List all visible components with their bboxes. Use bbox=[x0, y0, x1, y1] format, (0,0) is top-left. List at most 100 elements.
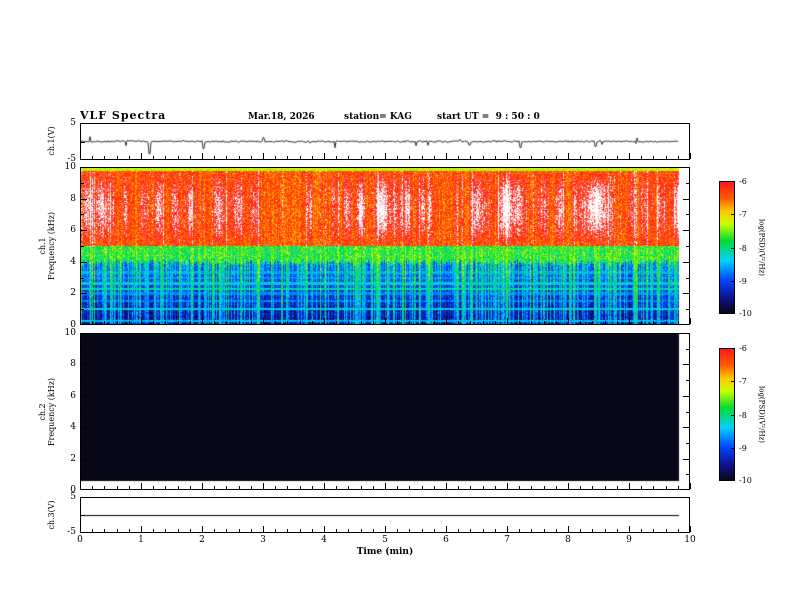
x-minor-tick bbox=[287, 529, 289, 532]
frequency-tick-label: 4 bbox=[70, 422, 76, 433]
x-major-tick bbox=[80, 318, 81, 324]
x-minor-tick bbox=[616, 529, 618, 532]
x-minor-tick bbox=[677, 529, 679, 532]
y-major-tick bbox=[81, 324, 87, 325]
x-minor-tick bbox=[604, 321, 606, 324]
x-minor-tick bbox=[165, 529, 167, 532]
y-major-tick bbox=[81, 364, 87, 366]
colorbar-tick bbox=[731, 381, 735, 383]
x-minor-tick bbox=[519, 156, 521, 159]
x-minor-tick bbox=[226, 321, 228, 324]
x-minor-tick bbox=[397, 156, 399, 159]
x-minor-tick bbox=[494, 529, 496, 532]
x-minor-tick bbox=[421, 321, 423, 324]
x-minor-tick bbox=[409, 321, 411, 324]
y-major-tick bbox=[81, 182, 84, 184]
y-major-tick bbox=[81, 380, 84, 382]
x-minor-tick bbox=[128, 529, 130, 532]
x-major-tick bbox=[507, 483, 508, 489]
y-major-tick bbox=[686, 182, 689, 184]
x-major-tick bbox=[507, 526, 508, 532]
voltage-tick-label: -5 bbox=[67, 154, 76, 164]
x-minor-tick bbox=[336, 321, 338, 324]
x-minor-tick bbox=[128, 486, 130, 489]
y-major-tick bbox=[683, 167, 689, 168]
ch1-colorbar-canvas bbox=[720, 182, 734, 313]
x-major-tick bbox=[141, 483, 142, 489]
x-minor-tick bbox=[653, 486, 655, 489]
x-minor-tick bbox=[592, 156, 594, 159]
x-minor-tick bbox=[189, 529, 191, 532]
colorbar-tick-label: -10 bbox=[739, 309, 752, 318]
x-minor-tick bbox=[226, 156, 228, 159]
x-minor-tick bbox=[677, 321, 679, 324]
x-minor-tick bbox=[458, 321, 460, 324]
x-minor-tick bbox=[421, 529, 423, 532]
colorbar-tick bbox=[731, 247, 735, 249]
x-major-tick bbox=[202, 483, 203, 489]
x-major-tick bbox=[385, 526, 386, 532]
x-minor-tick bbox=[531, 486, 533, 489]
colorbar-tick-label: -10 bbox=[739, 476, 752, 485]
x-major-tick bbox=[629, 153, 630, 159]
frequency-tick-label: 6 bbox=[70, 390, 76, 401]
x-major-tick bbox=[202, 526, 203, 532]
x-minor-tick bbox=[348, 486, 350, 489]
x-minor-tick bbox=[177, 321, 179, 324]
x-major-tick bbox=[446, 153, 447, 159]
x-minor-tick bbox=[275, 486, 277, 489]
y-major-tick bbox=[683, 395, 689, 397]
ch1-frequency-units-label: Frequency (kHz) bbox=[47, 211, 56, 281]
x-minor-tick bbox=[470, 321, 472, 324]
x-minor-tick bbox=[238, 321, 240, 324]
x-minor-tick bbox=[104, 156, 106, 159]
x-major-tick bbox=[446, 483, 447, 489]
x-minor-tick bbox=[555, 486, 557, 489]
x-minor-tick bbox=[531, 529, 533, 532]
ch2-spectrogram-panel bbox=[80, 333, 690, 490]
x-minor-tick bbox=[421, 156, 423, 159]
x-minor-tick bbox=[311, 529, 313, 532]
x-minor-tick bbox=[336, 529, 338, 532]
x-major-tick bbox=[324, 318, 325, 324]
y-major-tick bbox=[683, 364, 689, 366]
x-minor-tick bbox=[482, 486, 484, 489]
y-major-tick bbox=[81, 261, 87, 263]
y-major-tick bbox=[81, 395, 87, 397]
x-minor-tick bbox=[214, 486, 216, 489]
x-major-tick bbox=[446, 526, 447, 532]
x-major-tick bbox=[690, 483, 691, 489]
ch1-spectrogram-panel bbox=[80, 167, 690, 325]
x-minor-tick bbox=[226, 486, 228, 489]
x-tick-label: 2 bbox=[199, 535, 205, 545]
x-minor-tick bbox=[153, 156, 155, 159]
x-minor-tick bbox=[421, 486, 423, 489]
x-tick-label: 3 bbox=[260, 535, 266, 545]
x-minor-tick bbox=[177, 486, 179, 489]
x-minor-tick bbox=[116, 156, 118, 159]
x-minor-tick bbox=[177, 529, 179, 532]
x-minor-tick bbox=[677, 156, 679, 159]
x-minor-tick bbox=[311, 156, 313, 159]
x-minor-tick bbox=[92, 486, 94, 489]
x-minor-tick bbox=[580, 529, 582, 532]
x-minor-tick bbox=[592, 529, 594, 532]
x-minor-tick bbox=[604, 486, 606, 489]
ch2-spectrogram-canvas bbox=[81, 334, 689, 489]
x-minor-tick bbox=[275, 529, 277, 532]
y-major-tick bbox=[81, 214, 84, 216]
x-minor-tick bbox=[580, 321, 582, 324]
y-major-tick bbox=[81, 198, 87, 200]
x-minor-tick bbox=[336, 156, 338, 159]
x-minor-tick bbox=[360, 156, 362, 159]
y-major-tick bbox=[686, 411, 689, 413]
y-major-tick bbox=[683, 458, 689, 460]
colorbar-tick bbox=[731, 280, 735, 282]
x-minor-tick bbox=[641, 321, 643, 324]
y-major-tick bbox=[81, 474, 84, 476]
x-minor-tick bbox=[372, 529, 374, 532]
colorbar-tick-label: -8 bbox=[739, 243, 747, 253]
x-tick-label: 4 bbox=[321, 535, 327, 545]
x-minor-tick bbox=[641, 156, 643, 159]
